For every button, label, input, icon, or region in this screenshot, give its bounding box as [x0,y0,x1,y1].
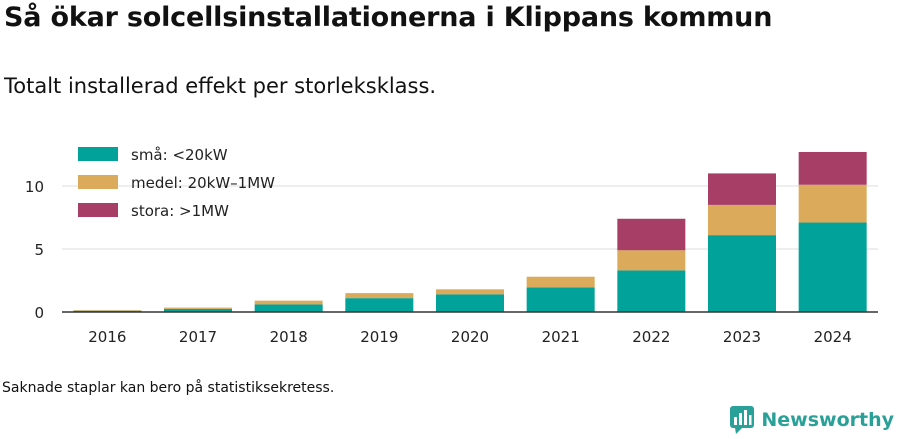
legend-swatch [78,147,118,161]
bar-segment [164,308,232,312]
y-tick-label: 10 [25,178,44,196]
newsworthy-logo-icon [730,406,755,434]
bar-segment [708,235,776,312]
footnote: Saknade staplar kan bero på statistiksek… [2,380,335,396]
bar-segment [798,222,867,312]
x-tick-label: 2023 [723,328,761,346]
x-tick-label: 2021 [542,328,580,346]
x-tick-label: 2024 [814,328,852,346]
bar-segment [436,289,504,295]
brand-name: Newsworthy [761,409,894,431]
bar-segment [254,300,323,305]
bar-segment [345,293,414,299]
brand: Newsworthy [729,404,894,436]
bar-segment [73,310,142,311]
x-tick-label: 2017 [179,328,217,346]
legend-label: medel: 20kW–1MW [131,174,275,192]
legend-swatch [78,203,118,217]
x-tick-label: 2020 [451,328,489,346]
x-tick-label: 2016 [88,328,126,346]
bar-segment [254,304,323,312]
y-tick-label: 0 [34,304,44,322]
bar-segment [526,287,595,312]
bar-segment [164,307,232,309]
bar-segment [798,184,867,223]
bar-segment [708,173,776,205]
legend-label: små: <20kW [131,146,228,164]
chart-title: Så ökar solcellsinstallationerna i Klipp… [4,2,773,33]
bar-segment [617,270,686,312]
legend-label: stora: >1MW [131,202,229,220]
bar-segment [708,204,776,236]
x-tick-label: 2019 [360,328,398,346]
x-tick-label: 2022 [632,328,670,346]
chart-subtitle: Totalt installerad effekt per storlekskl… [4,74,437,98]
legend-swatch [78,175,118,189]
bar-segment [617,218,686,251]
bar-segment [798,151,867,185]
x-tick-label: 2018 [270,328,308,346]
bar-segment [526,276,595,288]
bar-segment [436,294,504,312]
y-tick-label: 5 [34,241,44,259]
bar-segment [617,250,686,271]
bar-segment [345,298,414,312]
